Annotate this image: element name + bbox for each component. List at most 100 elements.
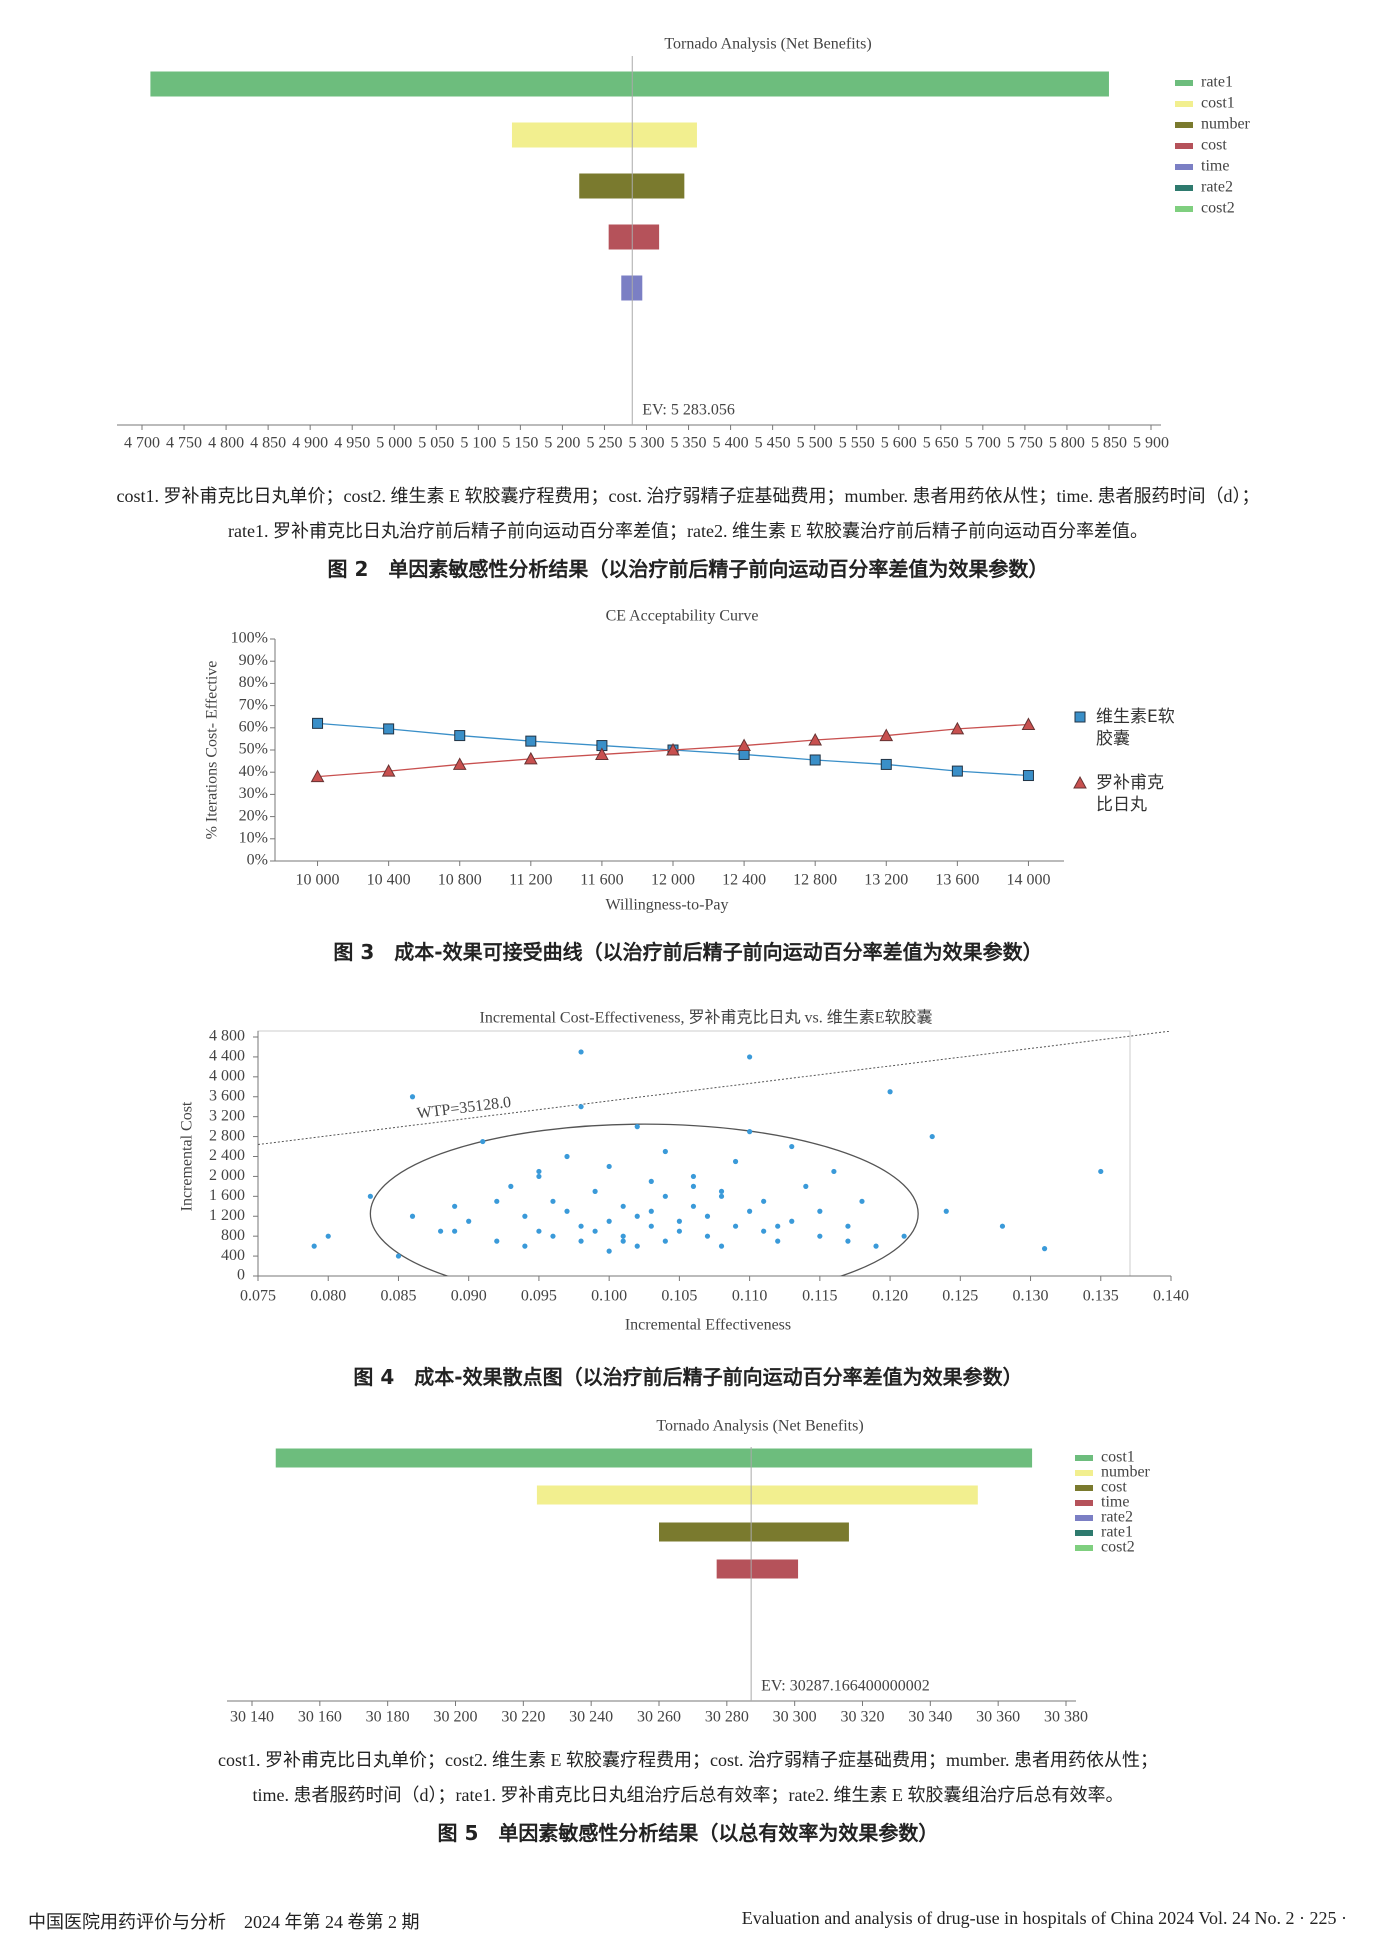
footer-left: 中国医院用药评价与分析 2024 年第 24 卷第 2 期 (28, 1912, 420, 1932)
scatter-point (718, 1188, 725, 1194)
y-tick-label: 2 400 (209, 1147, 245, 1164)
footer-right: Evaluation and analysis of drug-use in h… (741, 1908, 1347, 1928)
x-tick-label: 5 700 (965, 435, 1001, 452)
y-tick-label: 20% (239, 807, 268, 824)
figure-note: rate1. 罗补甫克比日丸治疗前后精子前向运动百分率差值；rate2. 维生素… (228, 521, 1148, 541)
scatter-point (704, 1213, 711, 1219)
x-tick-label: 4 950 (334, 435, 370, 452)
chart-title: CE Acceptability Curve (606, 608, 759, 625)
x-tick-label: 5 750 (1007, 435, 1043, 452)
scatter-point (845, 1238, 851, 1244)
tornado-bar (150, 71, 1109, 97)
marker (383, 723, 395, 735)
scatter-point (676, 1228, 682, 1234)
x-tick-label: 5 200 (544, 435, 580, 452)
x-tick-label: 0.090 (451, 1288, 487, 1305)
x-tick-label: 5 100 (460, 435, 496, 452)
x-tick-label: 5 150 (502, 435, 538, 452)
legend-swatch (1075, 1455, 1093, 1461)
scatter-point (1098, 1168, 1104, 1175)
marker (809, 754, 821, 766)
x-tick-label: 0.120 (872, 1288, 908, 1305)
x-tick-label: 5 850 (1091, 435, 1127, 452)
marker (523, 751, 538, 765)
scatter-point (522, 1213, 528, 1219)
scatter-point (620, 1203, 626, 1209)
x-tick-label: 5 550 (839, 435, 875, 452)
scatter-point (817, 1208, 823, 1214)
legend-label: cost (1201, 137, 1227, 154)
scatter-point (466, 1218, 472, 1224)
scatter-point (311, 1243, 317, 1249)
marker (452, 757, 467, 770)
scatter-point (999, 1223, 1006, 1229)
marker (1021, 717, 1036, 730)
legend-swatch (1175, 80, 1193, 86)
scatter-point (789, 1218, 795, 1224)
x-tick-label: 5 400 (713, 435, 749, 452)
legend-label: time (1101, 1494, 1129, 1511)
legend-swatch (1175, 143, 1193, 149)
x-tick-label: 5 500 (797, 435, 833, 452)
legend-swatch (1175, 101, 1193, 107)
marker (525, 735, 537, 747)
scatter-point (747, 1054, 753, 1060)
y-tick-label: 80% (239, 674, 268, 691)
legend-label: rate2 (1101, 1509, 1133, 1526)
x-tick-label: 30 220 (501, 1709, 545, 1726)
x-tick-label: 13 200 (864, 872, 908, 889)
y-tick-label: 4 000 (209, 1068, 245, 1085)
scatter-point (718, 1193, 725, 1199)
scatter-point (536, 1173, 542, 1180)
x-tick-label: 11 600 (580, 872, 623, 889)
figure-note: cost1. 罗补甫克比日丸单价；cost2. 维生素 E 软胶囊疗程费用；co… (218, 1750, 1158, 1770)
x-axis-title: Willingness-to-Pay (606, 897, 729, 914)
legend-label: time (1201, 158, 1229, 175)
legend-label: cost1 (1101, 1449, 1135, 1466)
y-tick-label: 2 800 (209, 1127, 245, 1144)
x-tick-label: 10 400 (367, 872, 411, 889)
confidence-ellipse (369, 1123, 919, 1276)
scatter-point (662, 1238, 668, 1244)
scatter-point (676, 1218, 682, 1224)
scatter-point (395, 1253, 402, 1259)
scatter-point (873, 1243, 879, 1249)
chart-title: Tornado Analysis (Net Benefits) (664, 36, 871, 53)
scatter-point (747, 1208, 753, 1214)
x-tick-label: 0.110 (732, 1288, 767, 1305)
legend-label: number (1201, 116, 1251, 133)
x-tick-label: 5 250 (586, 435, 622, 452)
y-tick-label: 4 800 (209, 1028, 245, 1045)
scatter-point (803, 1183, 809, 1189)
y-tick-label: 50% (239, 741, 268, 758)
tornado-bar (716, 1559, 799, 1579)
scatter-point (325, 1233, 331, 1239)
scatter-point (718, 1243, 725, 1249)
legend-label: 罗补甫克比日丸 (1096, 773, 1164, 815)
scatter-point (620, 1233, 626, 1239)
legend-swatch (1175, 164, 1193, 170)
scatter-point (761, 1198, 767, 1204)
scatter-point (606, 1248, 612, 1254)
scatter-point (929, 1133, 935, 1140)
y-tick-label: 2 000 (209, 1167, 245, 1184)
wtp-line (258, 1031, 1171, 1146)
scatter-point (367, 1193, 373, 1199)
x-tick-label: 12 400 (722, 872, 766, 889)
legend-label: cost2 (1201, 200, 1235, 217)
x-tick-label: 0.085 (380, 1288, 416, 1305)
scatter-point (887, 1089, 893, 1095)
x-tick-label: 12 000 (651, 872, 695, 889)
scatter-point (789, 1143, 795, 1150)
scatter-point (606, 1218, 612, 1224)
marker (880, 758, 892, 770)
wtp-label: WTP=35128.0 (416, 1094, 512, 1123)
scatter-point (648, 1223, 654, 1229)
y-tick-label: 90% (239, 652, 268, 669)
scatter-point (634, 1124, 640, 1130)
scatter-point (550, 1233, 556, 1239)
x-tick-label: 5 300 (629, 435, 665, 452)
y-tick-label: 10% (239, 829, 268, 846)
scatter-point (648, 1178, 654, 1184)
scatter-point (452, 1203, 458, 1209)
